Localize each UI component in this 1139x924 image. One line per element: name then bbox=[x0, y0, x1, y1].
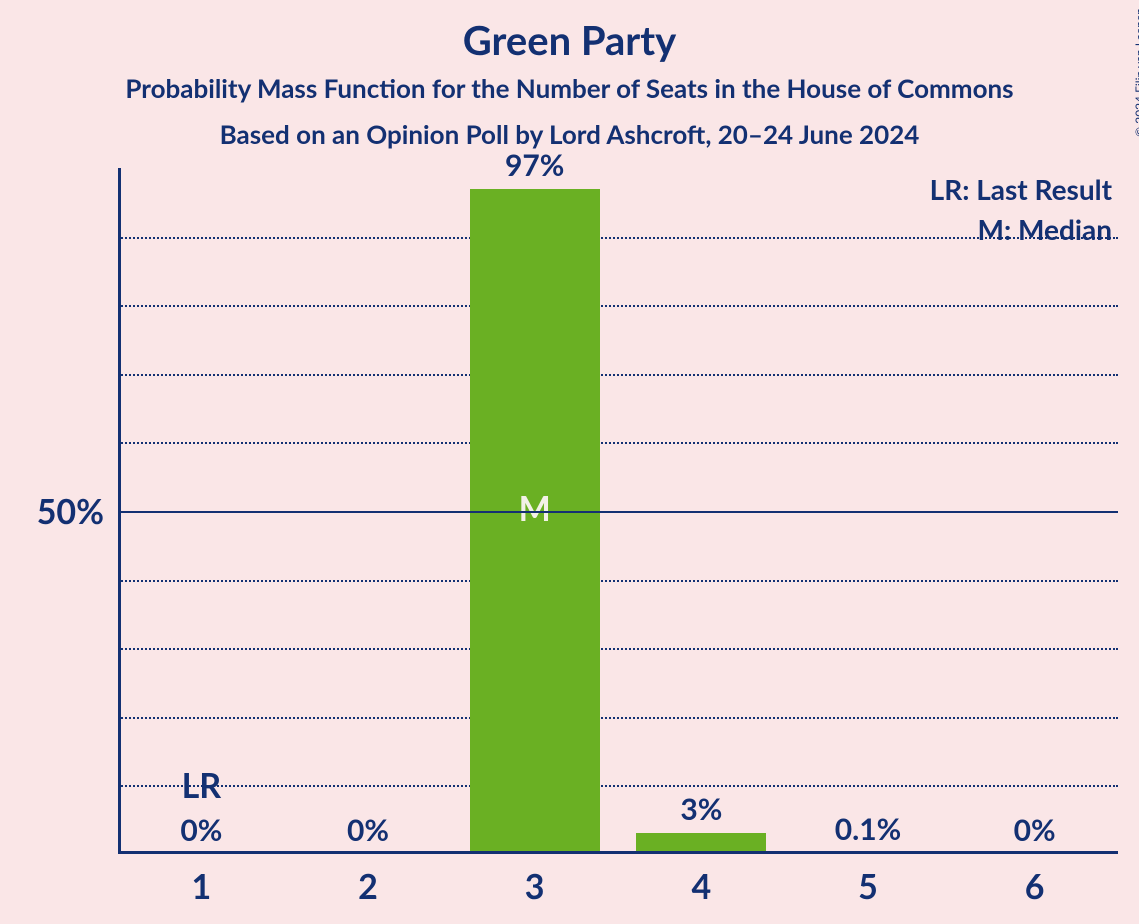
gridline bbox=[118, 580, 1118, 582]
legend-entry: LR: Last Result bbox=[930, 172, 1112, 206]
bar-value-label: 3% bbox=[618, 791, 785, 827]
bar-value-label: 0% bbox=[951, 812, 1118, 848]
bar-value-label: 0% bbox=[118, 812, 285, 848]
x-tick-label: 2 bbox=[285, 866, 452, 907]
last-result-marker: LR bbox=[118, 765, 285, 806]
gridline bbox=[118, 374, 1118, 376]
median-marker: M bbox=[451, 488, 618, 529]
bar-value-label: 97% bbox=[451, 147, 618, 183]
gridline bbox=[118, 648, 1118, 650]
plot-area: 0%LR0%97%M3%0.1%0% bbox=[118, 168, 1118, 854]
gridline bbox=[118, 305, 1118, 307]
x-tick-label: 3 bbox=[451, 866, 618, 907]
x-axis bbox=[118, 851, 1118, 854]
gridline bbox=[118, 442, 1118, 444]
x-tick-label: 1 bbox=[118, 866, 285, 907]
y-tick-label: 50% bbox=[0, 491, 104, 532]
chart-title: Green Party bbox=[0, 16, 1139, 64]
chart-subtitle-1: Probability Mass Function for the Number… bbox=[0, 72, 1139, 104]
y-axis bbox=[118, 168, 121, 854]
chart-canvas: Green Party Probability Mass Function for… bbox=[0, 0, 1139, 924]
x-tick-label: 5 bbox=[785, 866, 952, 907]
copyright-text: © 2024 Filip van Laenen bbox=[1132, 8, 1139, 137]
bar-value-label: 0.1% bbox=[785, 811, 952, 847]
gridline bbox=[118, 237, 1118, 239]
legend-entry: M: Median bbox=[978, 212, 1112, 246]
chart-subtitle-2: Based on an Opinion Poll by Lord Ashcrof… bbox=[0, 118, 1139, 150]
x-tick-label: 4 bbox=[618, 866, 785, 907]
fifty-percent-line bbox=[118, 511, 1118, 513]
gridline bbox=[118, 717, 1118, 719]
x-tick-label: 6 bbox=[951, 866, 1118, 907]
bar-value-label: 0% bbox=[285, 812, 452, 848]
